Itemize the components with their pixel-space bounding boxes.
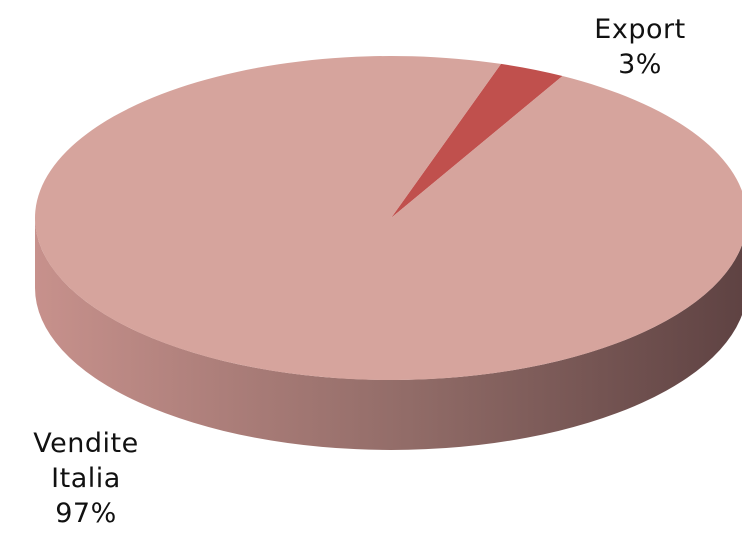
pie-label-vendite-italia: Vendite Italia 97% [33,428,138,529]
pie-slice-export [391,63,563,218]
pie-label-export: Export 3% [594,14,685,80]
pie-slice-vendite-italia [35,56,742,380]
pie-side-wall [35,218,742,450]
pie-side-vendite-italia [35,218,742,450]
pie-top-face [35,56,742,380]
pie-labels: Export 3% Vendite Italia 97% [33,14,685,529]
